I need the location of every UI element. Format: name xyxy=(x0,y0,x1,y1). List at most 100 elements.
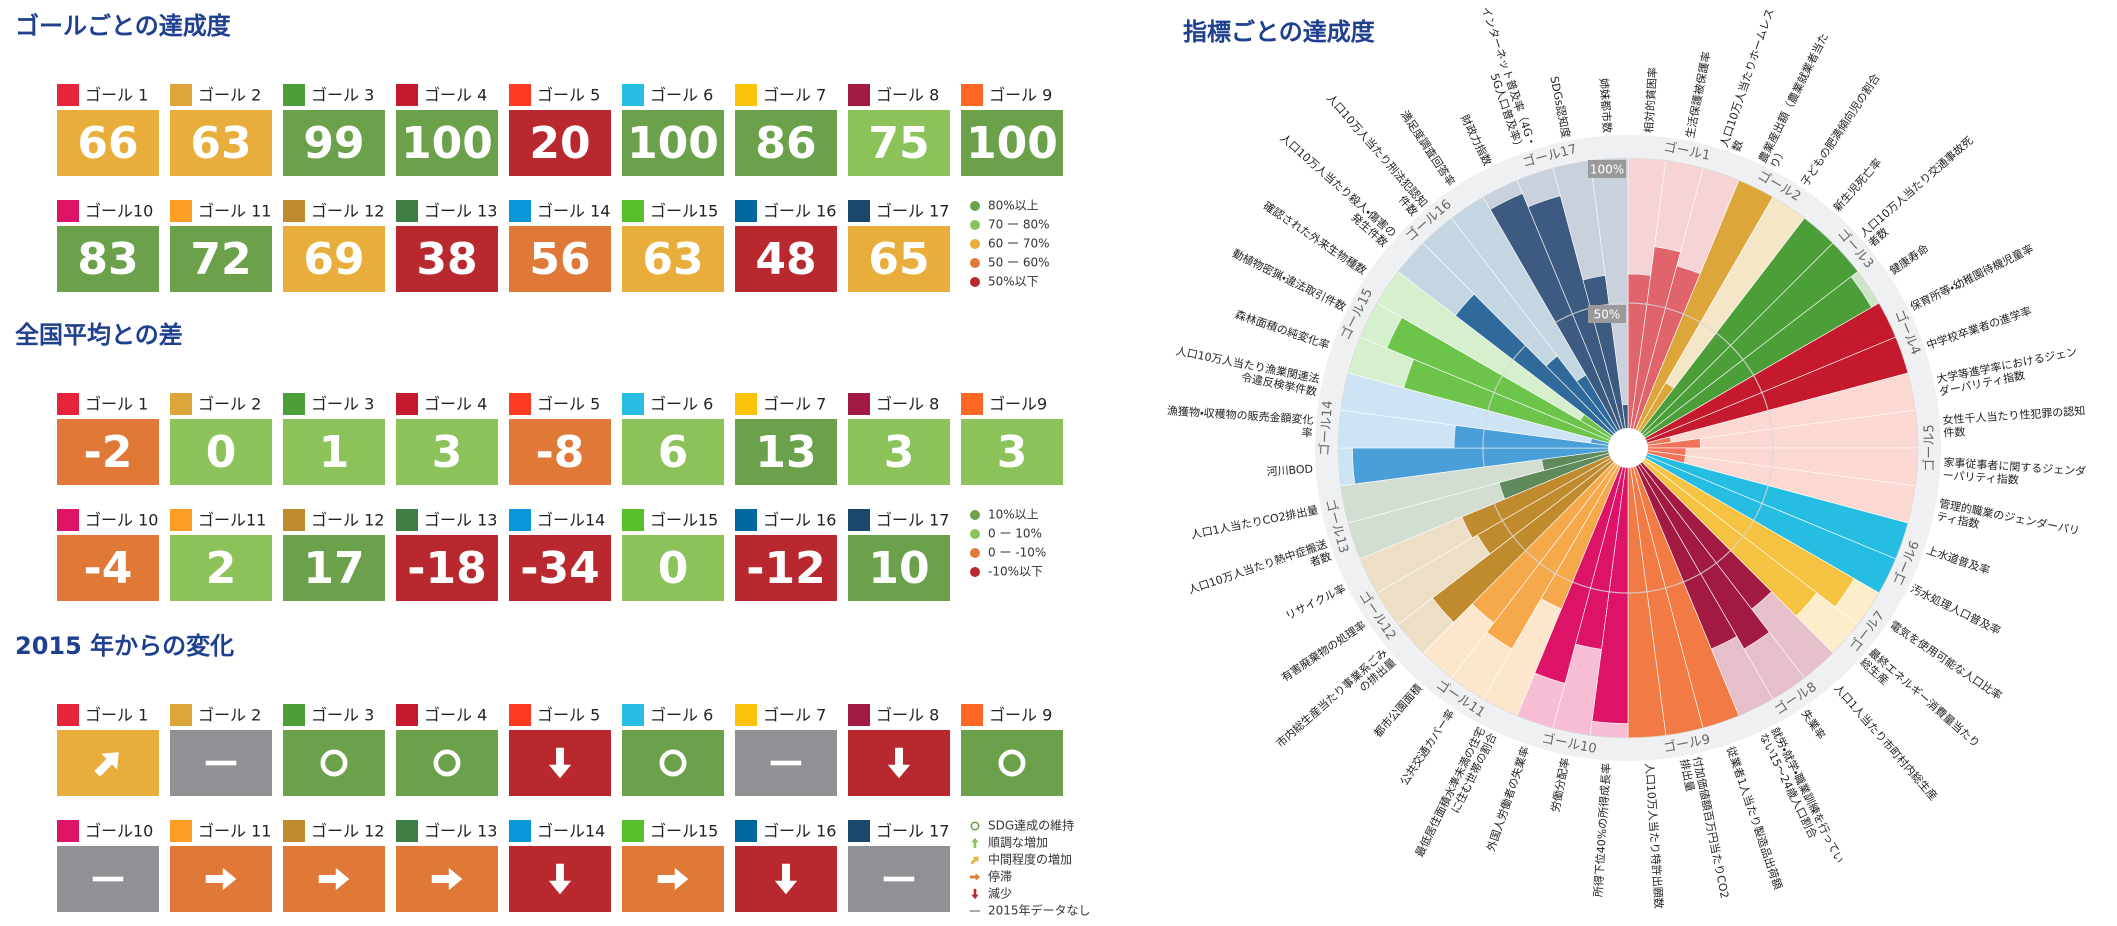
icon-circle xyxy=(433,749,461,777)
tile-value: 63 xyxy=(642,234,703,285)
goal-icon xyxy=(509,393,531,415)
icon-arrow xyxy=(94,752,119,777)
goal-icon xyxy=(509,820,531,842)
goal-label: ゴール 8 xyxy=(876,706,939,725)
legend-label: 60 ー 70% xyxy=(988,237,1050,251)
tile xyxy=(735,535,837,601)
tile xyxy=(848,419,950,485)
goal-icon xyxy=(735,509,757,531)
goal-label: ゴール 16 xyxy=(763,202,836,221)
goal-label: ゴール 8 xyxy=(876,395,939,414)
tile-value: -34 xyxy=(520,543,600,594)
goal-label: ゴール15 xyxy=(650,822,718,841)
goal-ring-label: ゴール5 xyxy=(1922,424,1938,471)
goal-label: ゴール 7 xyxy=(763,395,826,414)
goal-icon xyxy=(509,84,531,106)
goal-label: ゴール 7 xyxy=(763,86,826,105)
icon-circle xyxy=(970,821,980,831)
tile xyxy=(396,419,498,485)
legend-label: 50 ー 60% xyxy=(988,256,1050,270)
goal-icon xyxy=(396,84,418,106)
goal-label: ゴール 10 xyxy=(85,511,158,530)
goal-label: ゴール10 xyxy=(85,822,153,841)
goal-label: ゴール 7 xyxy=(763,706,826,725)
icon-dash xyxy=(205,760,237,766)
legend-dot xyxy=(970,548,980,558)
goal-label: ゴール 11 xyxy=(198,822,271,841)
tile-value: -12 xyxy=(746,543,826,594)
legend-dot xyxy=(970,567,980,577)
goal-icon xyxy=(57,200,79,222)
goal-icon xyxy=(57,393,79,415)
icon-circle xyxy=(659,749,687,777)
chart-title: 指標ごとの達成度 xyxy=(1183,18,1375,46)
icon-arrow xyxy=(205,867,237,891)
goal-label: ゴール14 xyxy=(537,822,605,841)
goal-icon xyxy=(848,200,870,222)
tile-value: 2 xyxy=(206,543,237,594)
tick-box xyxy=(1588,305,1626,323)
goal-icon xyxy=(735,84,757,106)
tile xyxy=(961,419,1063,485)
legend-dot xyxy=(970,239,980,249)
goal-label: ゴール 17 xyxy=(876,822,949,841)
goal-label: ゴール15 xyxy=(650,202,718,221)
tile-value: 1 xyxy=(319,427,350,478)
tile xyxy=(57,110,159,176)
tile xyxy=(57,535,159,601)
goal-icon xyxy=(848,509,870,531)
goal-icon xyxy=(170,509,192,531)
goal-label: ゴール 17 xyxy=(876,511,949,530)
tile-value: 38 xyxy=(416,234,477,285)
goal-label: ゴール 11 xyxy=(198,202,271,221)
tile xyxy=(283,226,385,292)
tile-value: 17 xyxy=(303,543,364,594)
tile-value: 3 xyxy=(997,427,1028,478)
icon-arrow xyxy=(318,867,350,891)
legend-label: 50%以下 xyxy=(988,275,1039,289)
legend-label: 中間程度の増加 xyxy=(988,852,1072,867)
goal-label: ゴール 2 xyxy=(198,706,261,725)
tile xyxy=(961,110,1063,176)
tile xyxy=(622,535,724,601)
tile-value: 100 xyxy=(627,118,719,169)
tile xyxy=(622,419,724,485)
legend-label: 70 ー 80% xyxy=(988,218,1050,232)
icon-arrow xyxy=(887,747,911,779)
tile-value: 3 xyxy=(432,427,463,478)
goal-icon xyxy=(170,393,192,415)
tile xyxy=(509,226,611,292)
legend-label: 停滞 xyxy=(988,869,1012,884)
tile xyxy=(622,110,724,176)
tile-value: 56 xyxy=(529,234,590,285)
tile-value: 65 xyxy=(868,234,929,285)
goal-icon xyxy=(170,820,192,842)
goal-label: ゴール 4 xyxy=(424,395,487,414)
tile-value: 10 xyxy=(868,543,929,594)
tile xyxy=(170,226,272,292)
tile xyxy=(509,110,611,176)
goal-icon xyxy=(396,704,418,726)
legend-dot xyxy=(970,220,980,230)
goal-icon xyxy=(622,393,644,415)
goal-label: ゴール10 xyxy=(85,202,153,221)
goal-label: ゴール 16 xyxy=(763,822,836,841)
tile xyxy=(396,110,498,176)
section-title: 全国平均との差 xyxy=(15,321,183,349)
goal-label: ゴール 8 xyxy=(876,86,939,105)
goal-icon xyxy=(848,393,870,415)
goal-label: ゴール9 xyxy=(989,395,1047,414)
tile xyxy=(509,419,611,485)
tile-value: 75 xyxy=(868,118,929,169)
tile xyxy=(509,535,611,601)
legend-dot xyxy=(970,201,980,211)
tick-label: 50% xyxy=(1594,308,1621,322)
goal-icon xyxy=(735,820,757,842)
tile-value: 72 xyxy=(190,234,251,285)
goal-label: ゴール 6 xyxy=(650,706,713,725)
goal-icon xyxy=(57,704,79,726)
goal-icon xyxy=(170,84,192,106)
icon-arrow xyxy=(971,837,979,849)
tile xyxy=(170,535,272,601)
goal-label: ゴール 16 xyxy=(763,511,836,530)
